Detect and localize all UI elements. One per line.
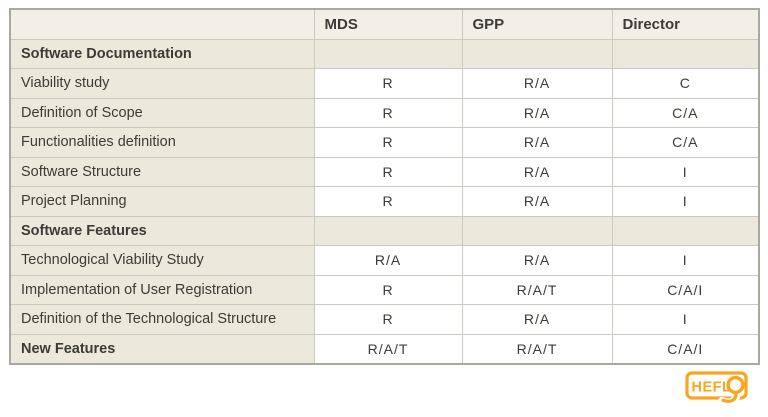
raci-value-cell: R/A <box>461 186 613 217</box>
raci-value-cell <box>611 215 760 246</box>
logo-bubble-outline <box>685 371 748 400</box>
column-header-gpp: GPP <box>461 8 613 40</box>
row-label: Software Features <box>9 215 315 246</box>
table-row-software-structure: Software Structure R R/A I <box>9 156 760 187</box>
raci-value-cell: R/A <box>313 245 463 276</box>
column-header-empty <box>9 8 315 40</box>
section-row-software-documentation: Software Documentation <box>9 38 760 69</box>
row-label: Project Planning <box>9 186 315 217</box>
raci-value-cell: C/A <box>611 97 760 128</box>
raci-value-cell <box>611 38 760 69</box>
column-header-director: Director <box>611 8 760 40</box>
raci-value-cell <box>461 215 613 246</box>
raci-value-cell: R/A <box>461 127 613 158</box>
raci-value-cell: R <box>313 274 463 305</box>
logo-text: HEFL <box>692 380 732 396</box>
heflo-logo-graphic: HEFL <box>685 371 748 407</box>
raci-value-cell: R <box>313 127 463 158</box>
raci-value-cell: R <box>313 186 463 217</box>
table-row-new-features: New Features R/A/T R/A/T C/A/I <box>9 333 760 364</box>
raci-value-cell <box>461 38 613 69</box>
raci-value-cell: R/A/T <box>461 274 613 305</box>
raci-matrix-table: MDS GPP Director Software Documentation … <box>9 8 760 365</box>
raci-value-cell <box>313 215 463 246</box>
logo-letter-o <box>726 375 745 395</box>
column-header-mds: MDS <box>313 8 463 40</box>
header-row: MDS GPP Director <box>9 8 760 40</box>
raci-value-cell: R/A <box>461 97 613 128</box>
row-label: Software Structure <box>9 156 315 187</box>
raci-value-cell: I <box>611 304 760 335</box>
raci-value-cell <box>313 38 463 69</box>
raci-value-cell: C/A/I <box>611 333 760 364</box>
raci-value-cell: I <box>611 156 760 187</box>
raci-value-cell: R <box>313 97 463 128</box>
table-row-implementation-of-user-registration: Implementation of User Registration R R/… <box>9 274 760 305</box>
raci-value-cell: R/A <box>461 245 613 276</box>
raci-value-cell: R/A <box>461 304 613 335</box>
raci-value-cell: C/A <box>611 127 760 158</box>
raci-value-cell: R/A <box>461 156 613 187</box>
row-label: Implementation of User Registration <box>9 274 315 305</box>
table-row-definition-of-the-technological-structure: Definition of the Technological Structur… <box>9 304 760 335</box>
raci-value-cell: I <box>611 245 760 276</box>
raci-value-cell: R <box>313 68 463 99</box>
table-row-viability-study: Viability study R R/A C <box>9 68 760 99</box>
table-row-functionalities-definition: Functionalities definition R R/A C/A <box>9 127 760 158</box>
table-row-definition-of-scope: Definition of Scope R R/A C/A <box>9 97 760 128</box>
raci-value-cell: C/A/I <box>611 274 760 305</box>
raci-value-cell: R/A <box>461 68 613 99</box>
row-label: Viability study <box>9 68 315 99</box>
logo-tail <box>721 390 738 403</box>
row-label: Technological Viability Study <box>9 245 315 276</box>
row-label: Definition of Scope <box>9 97 315 128</box>
raci-value-cell: R/A/T <box>313 333 463 364</box>
raci-value-cell: R/A/T <box>461 333 613 364</box>
section-row-software-features: Software Features <box>9 215 760 246</box>
raci-value-cell: R <box>313 304 463 335</box>
raci-value-cell: I <box>611 186 760 217</box>
table-row-project-planning: Project Planning R R/A I <box>9 186 760 217</box>
row-label: Software Documentation <box>9 38 315 69</box>
heflo-logo: HEFL <box>685 371 749 412</box>
row-label: New Features <box>9 333 315 364</box>
row-label: Functionalities definition <box>9 127 315 158</box>
row-label: Definition of the Technological Structur… <box>9 304 315 335</box>
raci-value-cell: C <box>611 68 760 99</box>
raci-value-cell: R <box>313 156 463 187</box>
table-row-technological-viability-study: Technological Viability Study R/A R/A I <box>9 245 760 276</box>
